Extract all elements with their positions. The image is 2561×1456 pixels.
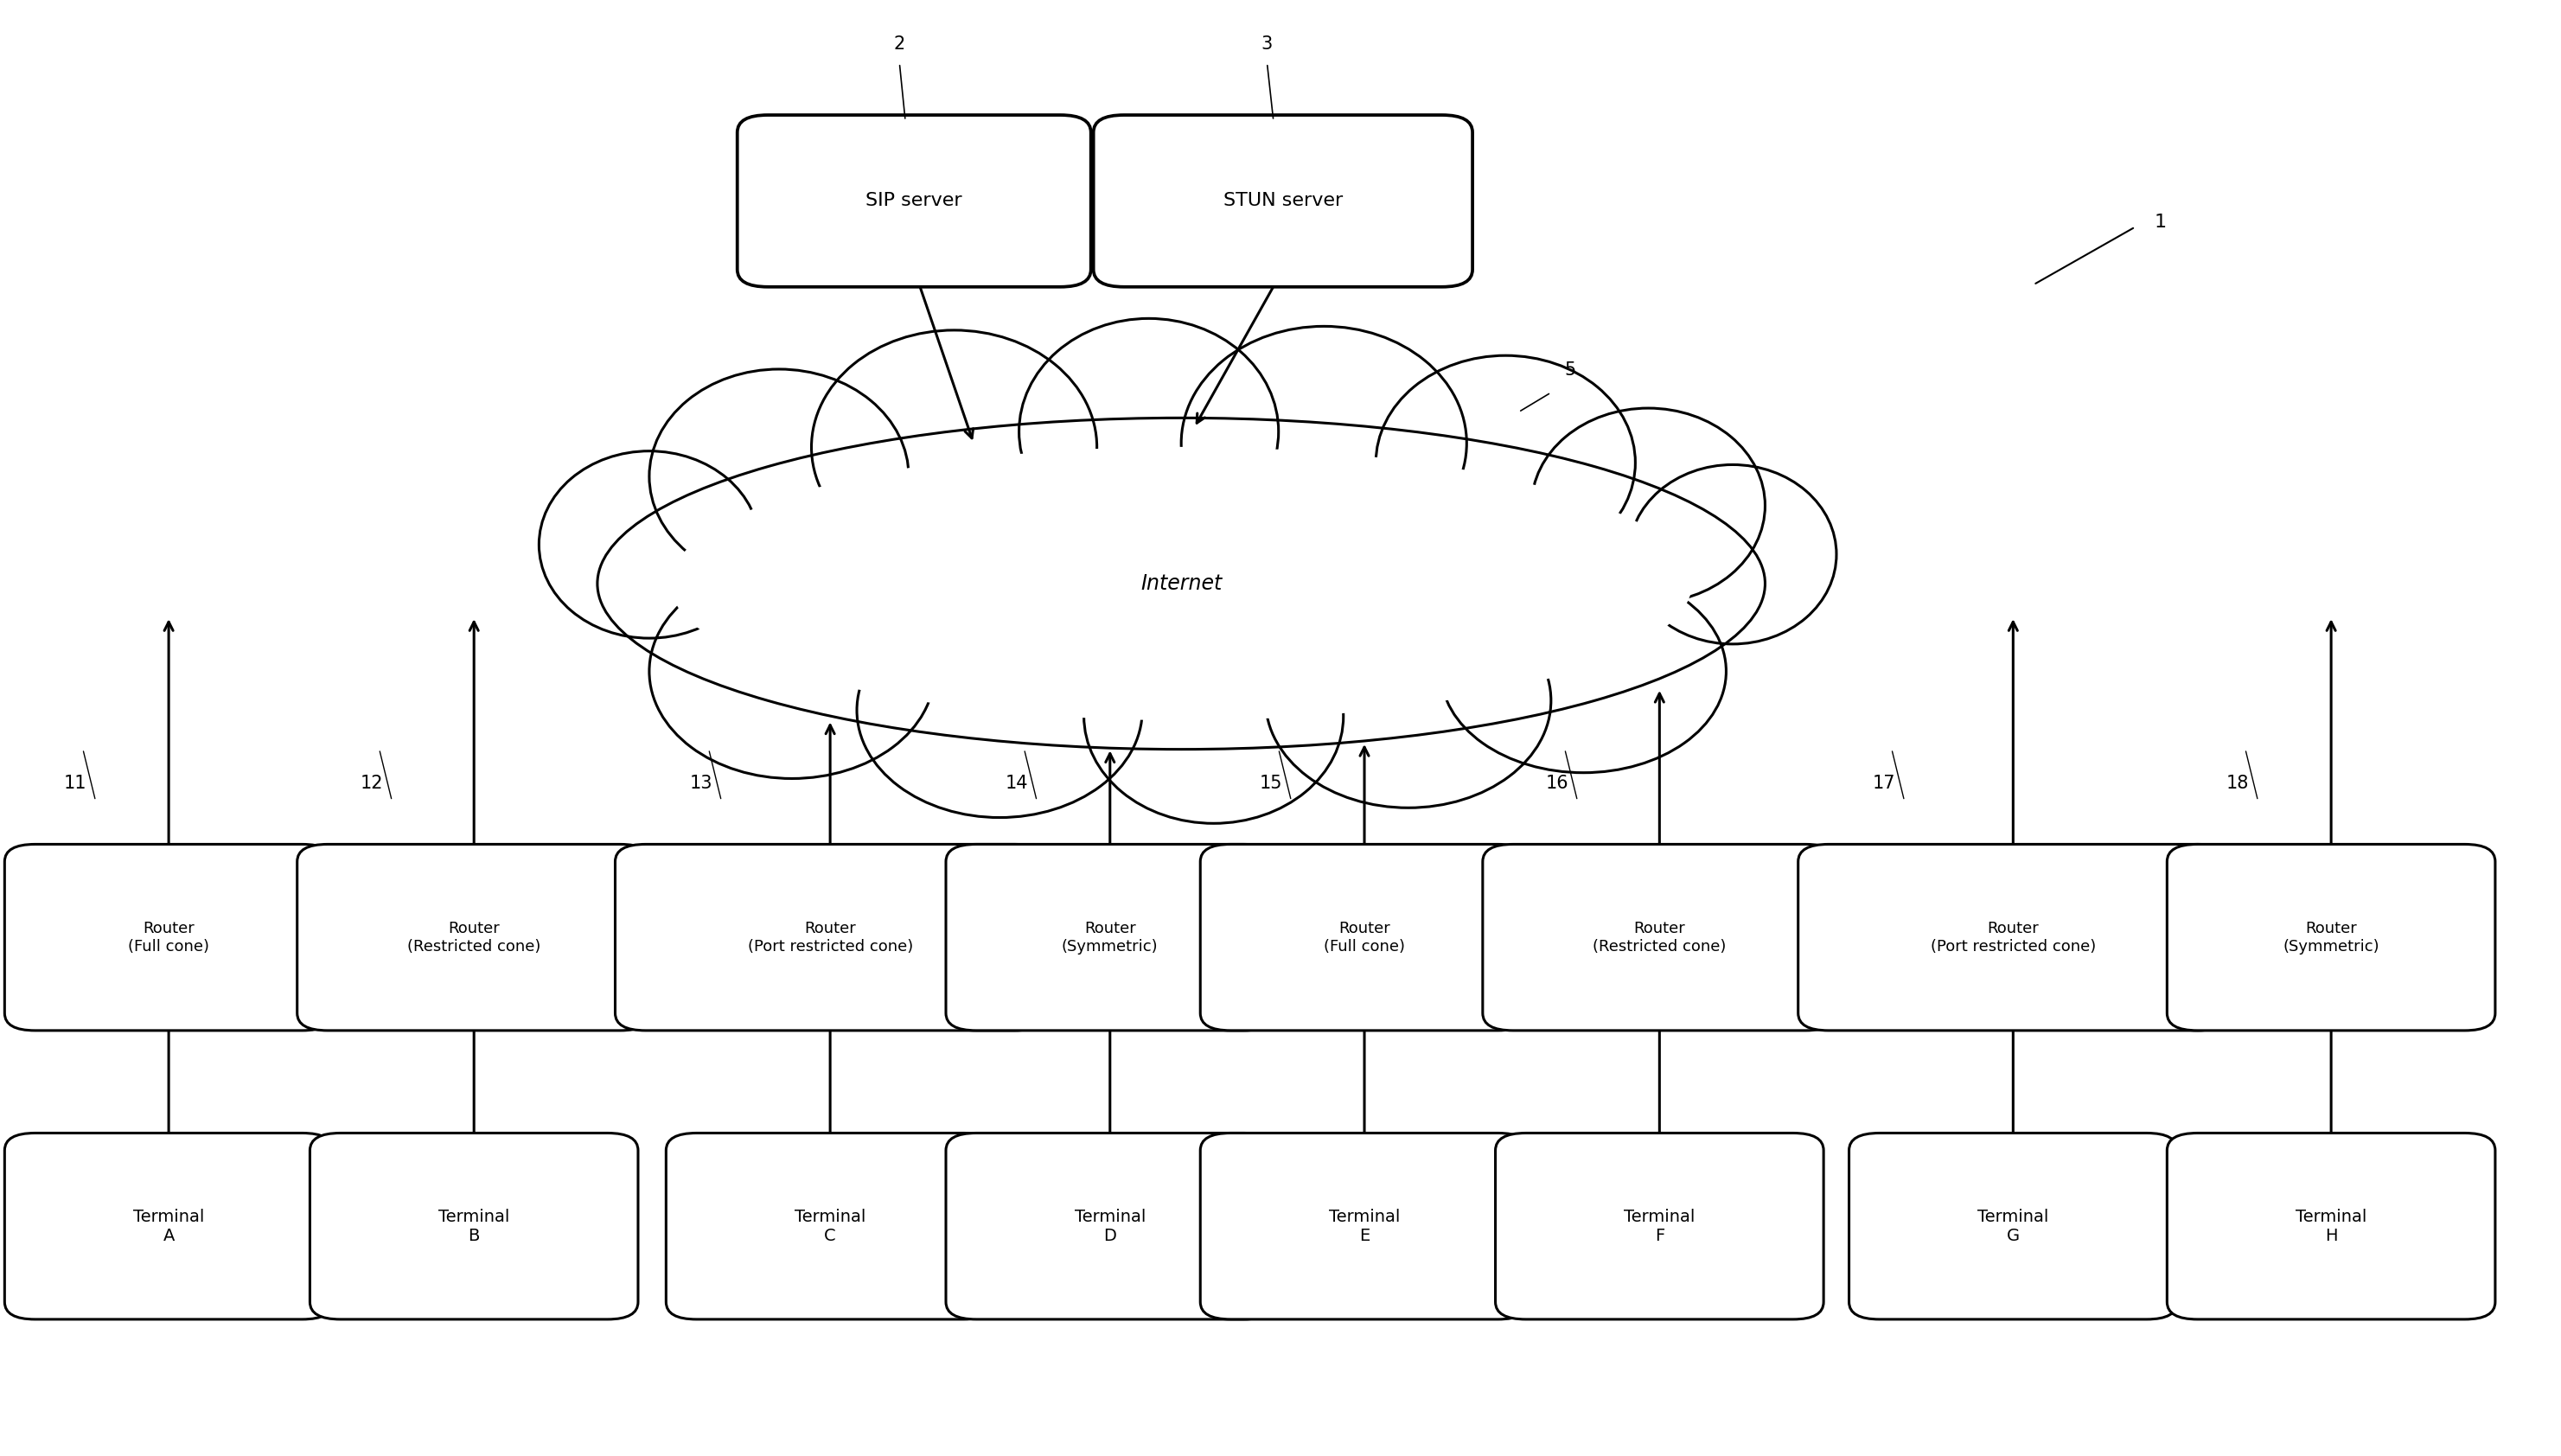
Text: 16: 16 (1547, 775, 1567, 792)
Text: Router
(Full cone): Router (Full cone) (128, 920, 210, 954)
Text: 18: 18 (2226, 775, 2249, 792)
Ellipse shape (1265, 594, 1552, 808)
FancyBboxPatch shape (615, 844, 1045, 1031)
Text: Router
(Full cone): Router (Full cone) (1324, 920, 1406, 954)
Ellipse shape (1375, 355, 1636, 569)
FancyBboxPatch shape (1849, 1133, 2177, 1319)
Text: Terminal
B: Terminal B (438, 1208, 510, 1243)
Text: 14: 14 (1004, 775, 1027, 792)
FancyBboxPatch shape (297, 844, 650, 1031)
Text: Terminal
G: Terminal G (1977, 1208, 2049, 1243)
Text: Terminal
E: Terminal E (1329, 1208, 1401, 1243)
FancyBboxPatch shape (1094, 115, 1473, 287)
Ellipse shape (650, 563, 935, 779)
Text: 12: 12 (361, 775, 384, 792)
FancyBboxPatch shape (738, 115, 1091, 287)
Text: 17: 17 (1872, 775, 1895, 792)
FancyBboxPatch shape (1483, 844, 1836, 1031)
Ellipse shape (650, 370, 909, 584)
Text: 3: 3 (1263, 35, 1273, 52)
Ellipse shape (1083, 609, 1345, 824)
FancyBboxPatch shape (1798, 844, 2228, 1031)
FancyBboxPatch shape (1201, 1133, 1529, 1319)
Text: 2: 2 (894, 35, 904, 52)
FancyBboxPatch shape (310, 1133, 638, 1319)
Text: Router
(Symmetric): Router (Symmetric) (2282, 920, 2379, 954)
Text: Router
(Symmetric): Router (Symmetric) (1063, 920, 1158, 954)
Ellipse shape (1531, 408, 1765, 603)
Text: Router
(Restricted cone): Router (Restricted cone) (407, 920, 540, 954)
Text: Internet: Internet (1140, 574, 1222, 594)
FancyBboxPatch shape (2167, 1133, 2494, 1319)
Text: Router
(Port restricted cone): Router (Port restricted cone) (1931, 920, 2095, 954)
Text: Terminal
D: Terminal D (1076, 1208, 1145, 1243)
Ellipse shape (1442, 569, 1726, 773)
Text: Terminal
H: Terminal H (2295, 1208, 2366, 1243)
Text: 13: 13 (689, 775, 712, 792)
Text: 11: 11 (64, 775, 87, 792)
FancyBboxPatch shape (666, 1133, 994, 1319)
Ellipse shape (812, 331, 1096, 563)
Ellipse shape (1629, 464, 1836, 644)
FancyBboxPatch shape (5, 844, 333, 1031)
Text: Terminal
F: Terminal F (1624, 1208, 1695, 1243)
FancyBboxPatch shape (945, 844, 1273, 1031)
Ellipse shape (1019, 319, 1278, 545)
FancyBboxPatch shape (1496, 1133, 1823, 1319)
FancyBboxPatch shape (5, 1133, 333, 1319)
Text: 1: 1 (2154, 214, 2167, 232)
Text: STUN server: STUN server (1224, 192, 1342, 210)
Ellipse shape (858, 603, 1142, 817)
Ellipse shape (538, 451, 761, 638)
FancyBboxPatch shape (945, 1133, 1273, 1319)
FancyBboxPatch shape (2167, 844, 2494, 1031)
Text: Terminal
C: Terminal C (794, 1208, 866, 1243)
Ellipse shape (597, 418, 1765, 750)
FancyBboxPatch shape (1201, 844, 1529, 1031)
Text: 15: 15 (1260, 775, 1283, 792)
Ellipse shape (671, 447, 1693, 721)
Ellipse shape (1181, 326, 1467, 561)
Text: 5: 5 (1565, 361, 1575, 379)
Text: SIP server: SIP server (866, 192, 963, 210)
Text: Router
(Restricted cone): Router (Restricted cone) (1593, 920, 1726, 954)
Text: Terminal
A: Terminal A (133, 1208, 205, 1243)
Text: Router
(Port restricted cone): Router (Port restricted cone) (748, 920, 912, 954)
